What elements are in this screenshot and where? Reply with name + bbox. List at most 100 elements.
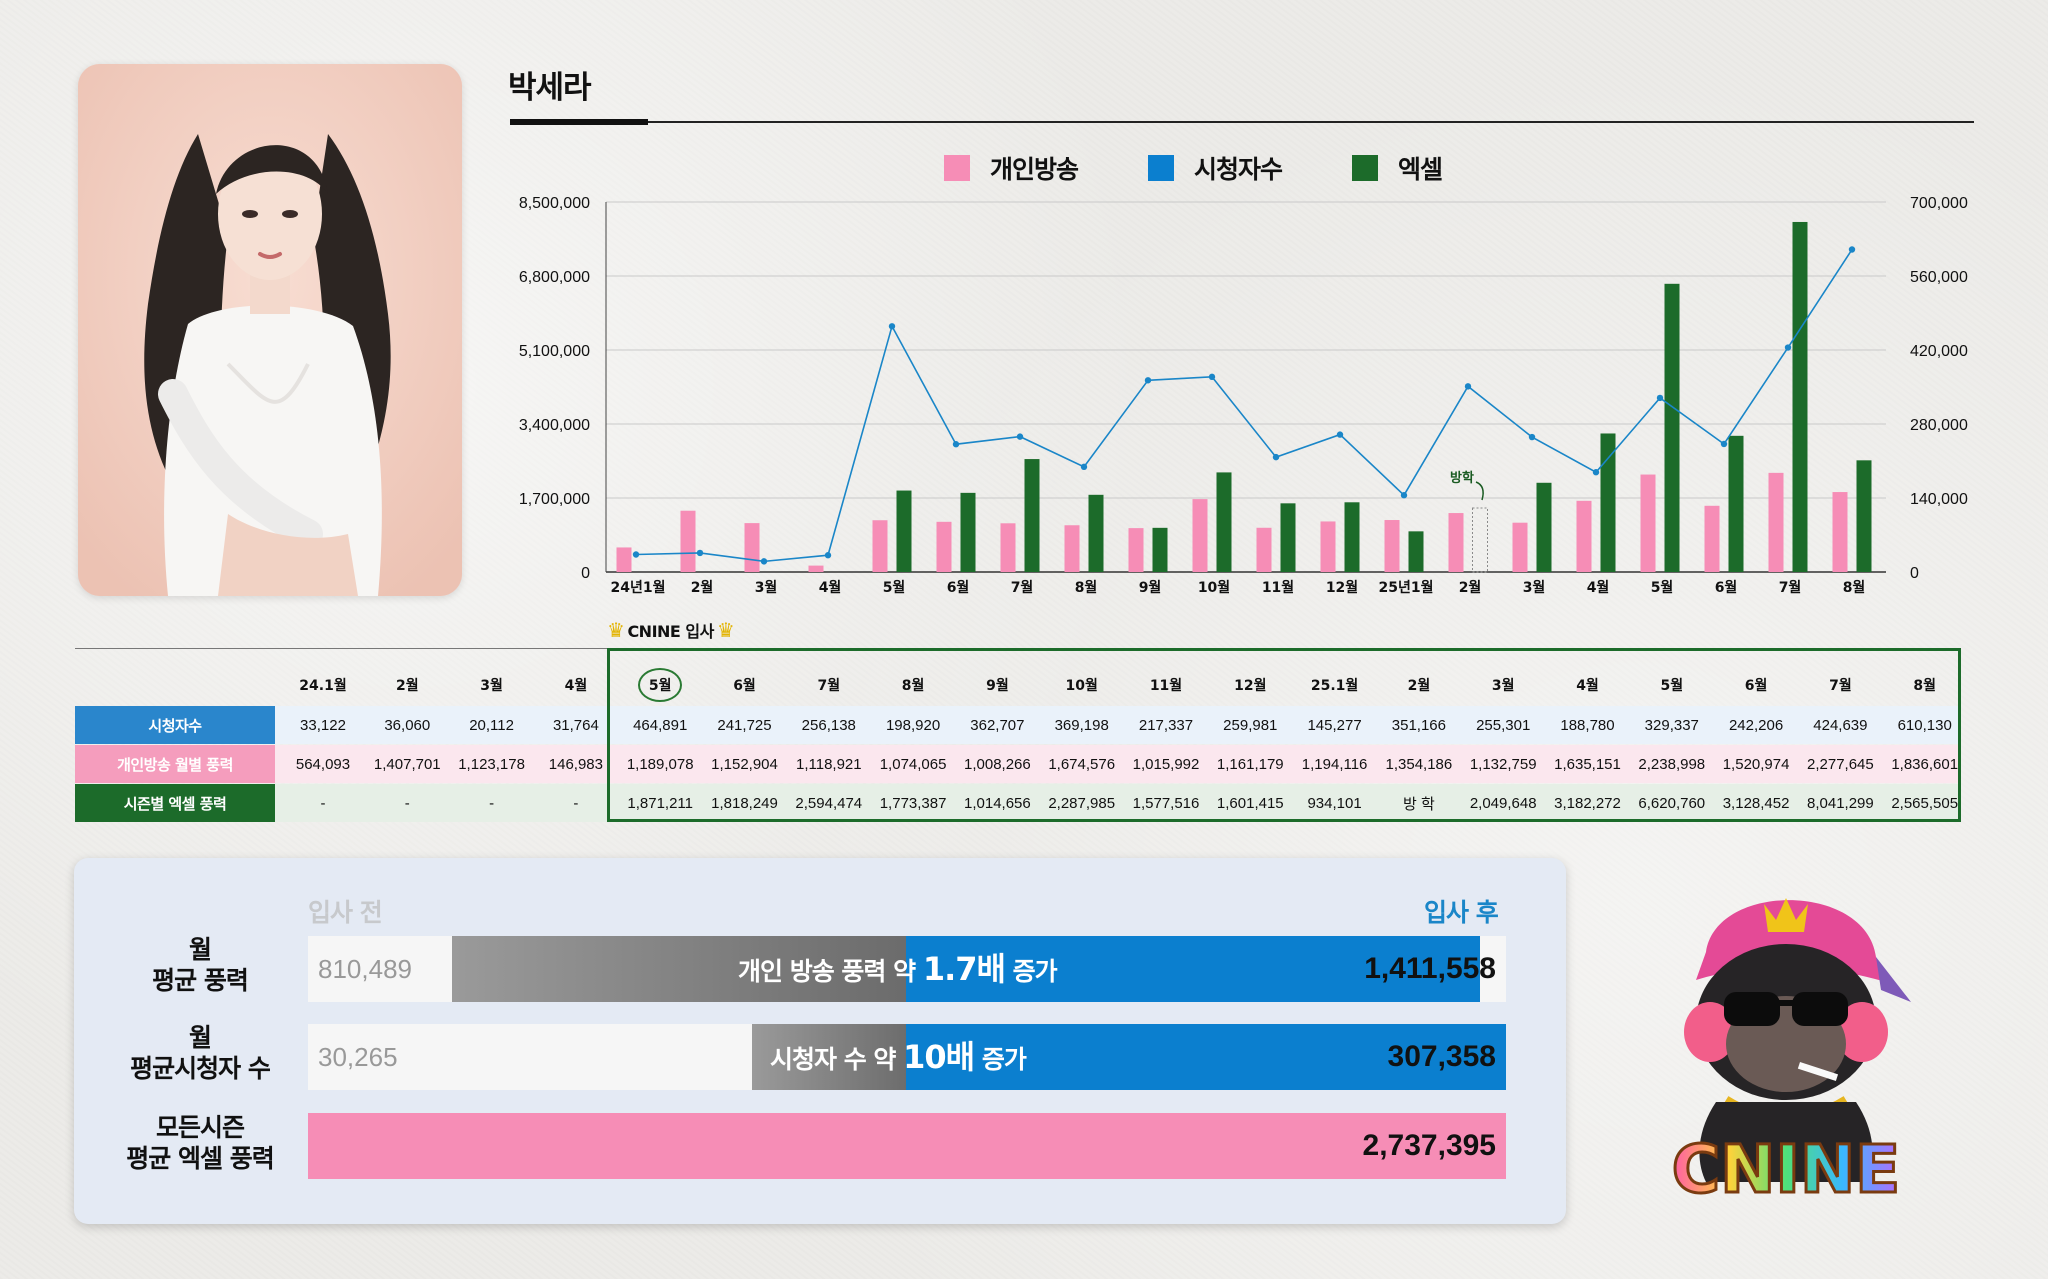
growth-multiplier: 10배 (903, 1038, 975, 1076)
table-cell: 1,161,179 (1216, 755, 1284, 773)
cnine-join-marker: ♛ CNINE 입사 ♛ (604, 618, 737, 642)
legend-label-excel: 엑셀 (1398, 155, 1443, 184)
y-right-tick-label: 140,000 (1910, 491, 1968, 508)
table-header-cell: 6월 (733, 678, 756, 694)
table-cell: 1,407,701 (373, 755, 441, 773)
legend-item-broadcast: 개인방송 (944, 150, 1079, 186)
table-cell: 1,194,116 (1301, 755, 1368, 773)
legend-label-viewers: 시청자수 (1194, 155, 1283, 184)
table-cell: 1,520,974 (1722, 755, 1790, 773)
point-viewers (1592, 469, 1600, 476)
chart-legend: 개인방송 시청자수 엑셀 (944, 150, 1512, 186)
growth-message: 시청자 수 약 10배 증가 (770, 1024, 1027, 1090)
table-cell: 3,128,452 (1722, 794, 1790, 812)
bar-broadcast (1448, 513, 1464, 572)
bar-broadcast (1704, 505, 1720, 572)
table-cell: 2,594,474 (795, 794, 863, 812)
bar-excel (1536, 482, 1552, 572)
table-cell: 1,818,249 (711, 794, 778, 812)
bar-excel (1664, 283, 1680, 572)
x-tick-label: 11월 (1262, 579, 1294, 596)
after-join-label: 입사 후 (1424, 898, 1499, 927)
legend-label-broadcast: 개인방송 (990, 155, 1079, 184)
bar-excel (1728, 435, 1744, 572)
x-tick-label: 2월 (1459, 579, 1482, 596)
point-viewers (1720, 440, 1728, 448)
legend-item-viewers: 시청자수 (1148, 150, 1283, 186)
table-cell: 255,301 (1476, 716, 1531, 734)
point-viewers (1144, 377, 1152, 384)
bar-broadcast (1768, 472, 1784, 572)
table-cell: 1,674,576 (1048, 755, 1116, 773)
table-cell: 217,337 (1138, 716, 1194, 734)
bar-excel (1024, 459, 1040, 572)
growth-multiplier: 1.7배 (922, 950, 1006, 988)
table-header-cell: 6월 (1744, 678, 1768, 694)
point-viewers (1336, 431, 1344, 438)
table-cell: - (320, 794, 326, 812)
metric-label-avg-broadcast: 월 평균 풍력 (100, 934, 300, 996)
table-row-label: 시즌별 엑셀 풍력 (75, 784, 275, 822)
title-rule (510, 121, 1974, 123)
table-cell: 1,354,186 (1385, 755, 1453, 773)
table-header-cell: 2월 (395, 678, 419, 694)
table-cell: 564,093 (295, 755, 351, 773)
y-left-tick-label: 3,400,000 (519, 417, 590, 434)
x-tick-label: 6월 (947, 579, 970, 596)
y-right-tick-label: 280,000 (1910, 417, 1968, 434)
point-viewers (1464, 383, 1472, 390)
table-cell: 1,132,759 (1469, 755, 1537, 773)
bar-broadcast (1192, 499, 1208, 572)
table-cell: 146,983 (548, 755, 603, 773)
table-cell: 1,118,921 (795, 755, 862, 773)
join-marker-label: CNINE 입사 (627, 622, 714, 641)
table-cell: 2,287,985 (1048, 794, 1116, 812)
legend-swatch-broadcast (944, 155, 970, 181)
table-header-cell: 7월 (817, 678, 841, 694)
metric-label-line: 평균 풍력 (152, 966, 249, 995)
table-cell: 1,836,601 (1891, 755, 1959, 773)
table-cell: 20,112 (469, 716, 514, 734)
table-cell: 2,565,505 (1891, 794, 1959, 812)
before-value: 30,265 (318, 1042, 398, 1072)
bar-avg-excel: 2,737,395 (308, 1113, 1506, 1179)
table-header-cell: 2월 (1407, 678, 1431, 694)
table-header-cell: 5월 (1660, 678, 1684, 694)
y-left-tick-label: 1,700,000 (519, 491, 590, 508)
bar-broadcast (1256, 527, 1272, 572)
bar-before-fill (452, 936, 912, 1002)
table-header-cell: 9월 (986, 678, 1009, 694)
bar-excel (1216, 472, 1232, 572)
metric-label-avg-excel: 모든시즌 평균 엑셀 풍력 (100, 1112, 300, 1174)
table-header-rule (75, 648, 607, 649)
point-viewers (1016, 433, 1024, 440)
point-viewers (1656, 394, 1664, 402)
bar-after-fill (906, 936, 1480, 1002)
after-value: 2,737,395 (1362, 1129, 1496, 1162)
title-rule-accent (510, 119, 648, 125)
y-left-tick-label: 8,500,000 (519, 195, 590, 212)
table-cell: 1,152,904 (711, 755, 778, 773)
annotation-label: 방학 (1450, 470, 1474, 486)
bar-broadcast (872, 520, 888, 572)
combo-chart: 8,500,000 700,000 6,800,000 560,000 5,100,00… (519, 195, 1968, 596)
metric-label-line: 월 (188, 935, 212, 964)
after-value: 307,358 (1387, 1040, 1496, 1073)
point-viewers (952, 441, 960, 448)
x-tick-label: 3월 (1523, 579, 1546, 596)
streamer-photo (78, 64, 462, 596)
x-tick-label: 4월 (819, 579, 842, 596)
metric-label-line: 월 (188, 1023, 212, 1052)
x-tick-label: 25년1월 (1379, 579, 1434, 596)
table-cell: 145,277 (1307, 716, 1362, 734)
table-cell: 188,780 (1560, 716, 1615, 734)
table-cell: 464,891 (633, 716, 688, 734)
growth-message-suffix: 증가 (1004, 957, 1058, 986)
table-row: 시즌별 엑셀 풍력 - - - - 1,871,211 1,818,249 2,594,474… (75, 784, 1961, 822)
table-row: 개인방송 월별 풍력 564,093 1,407,701 1,123,178 146,9… (75, 745, 1961, 783)
table-header-cell: 10월 (1065, 678, 1098, 694)
table-cell: 1,601,415 (1216, 794, 1284, 812)
crown-icon: ♛ (716, 618, 735, 642)
bar-excel (1280, 503, 1296, 572)
table-cell: 2,277,645 (1807, 755, 1874, 773)
